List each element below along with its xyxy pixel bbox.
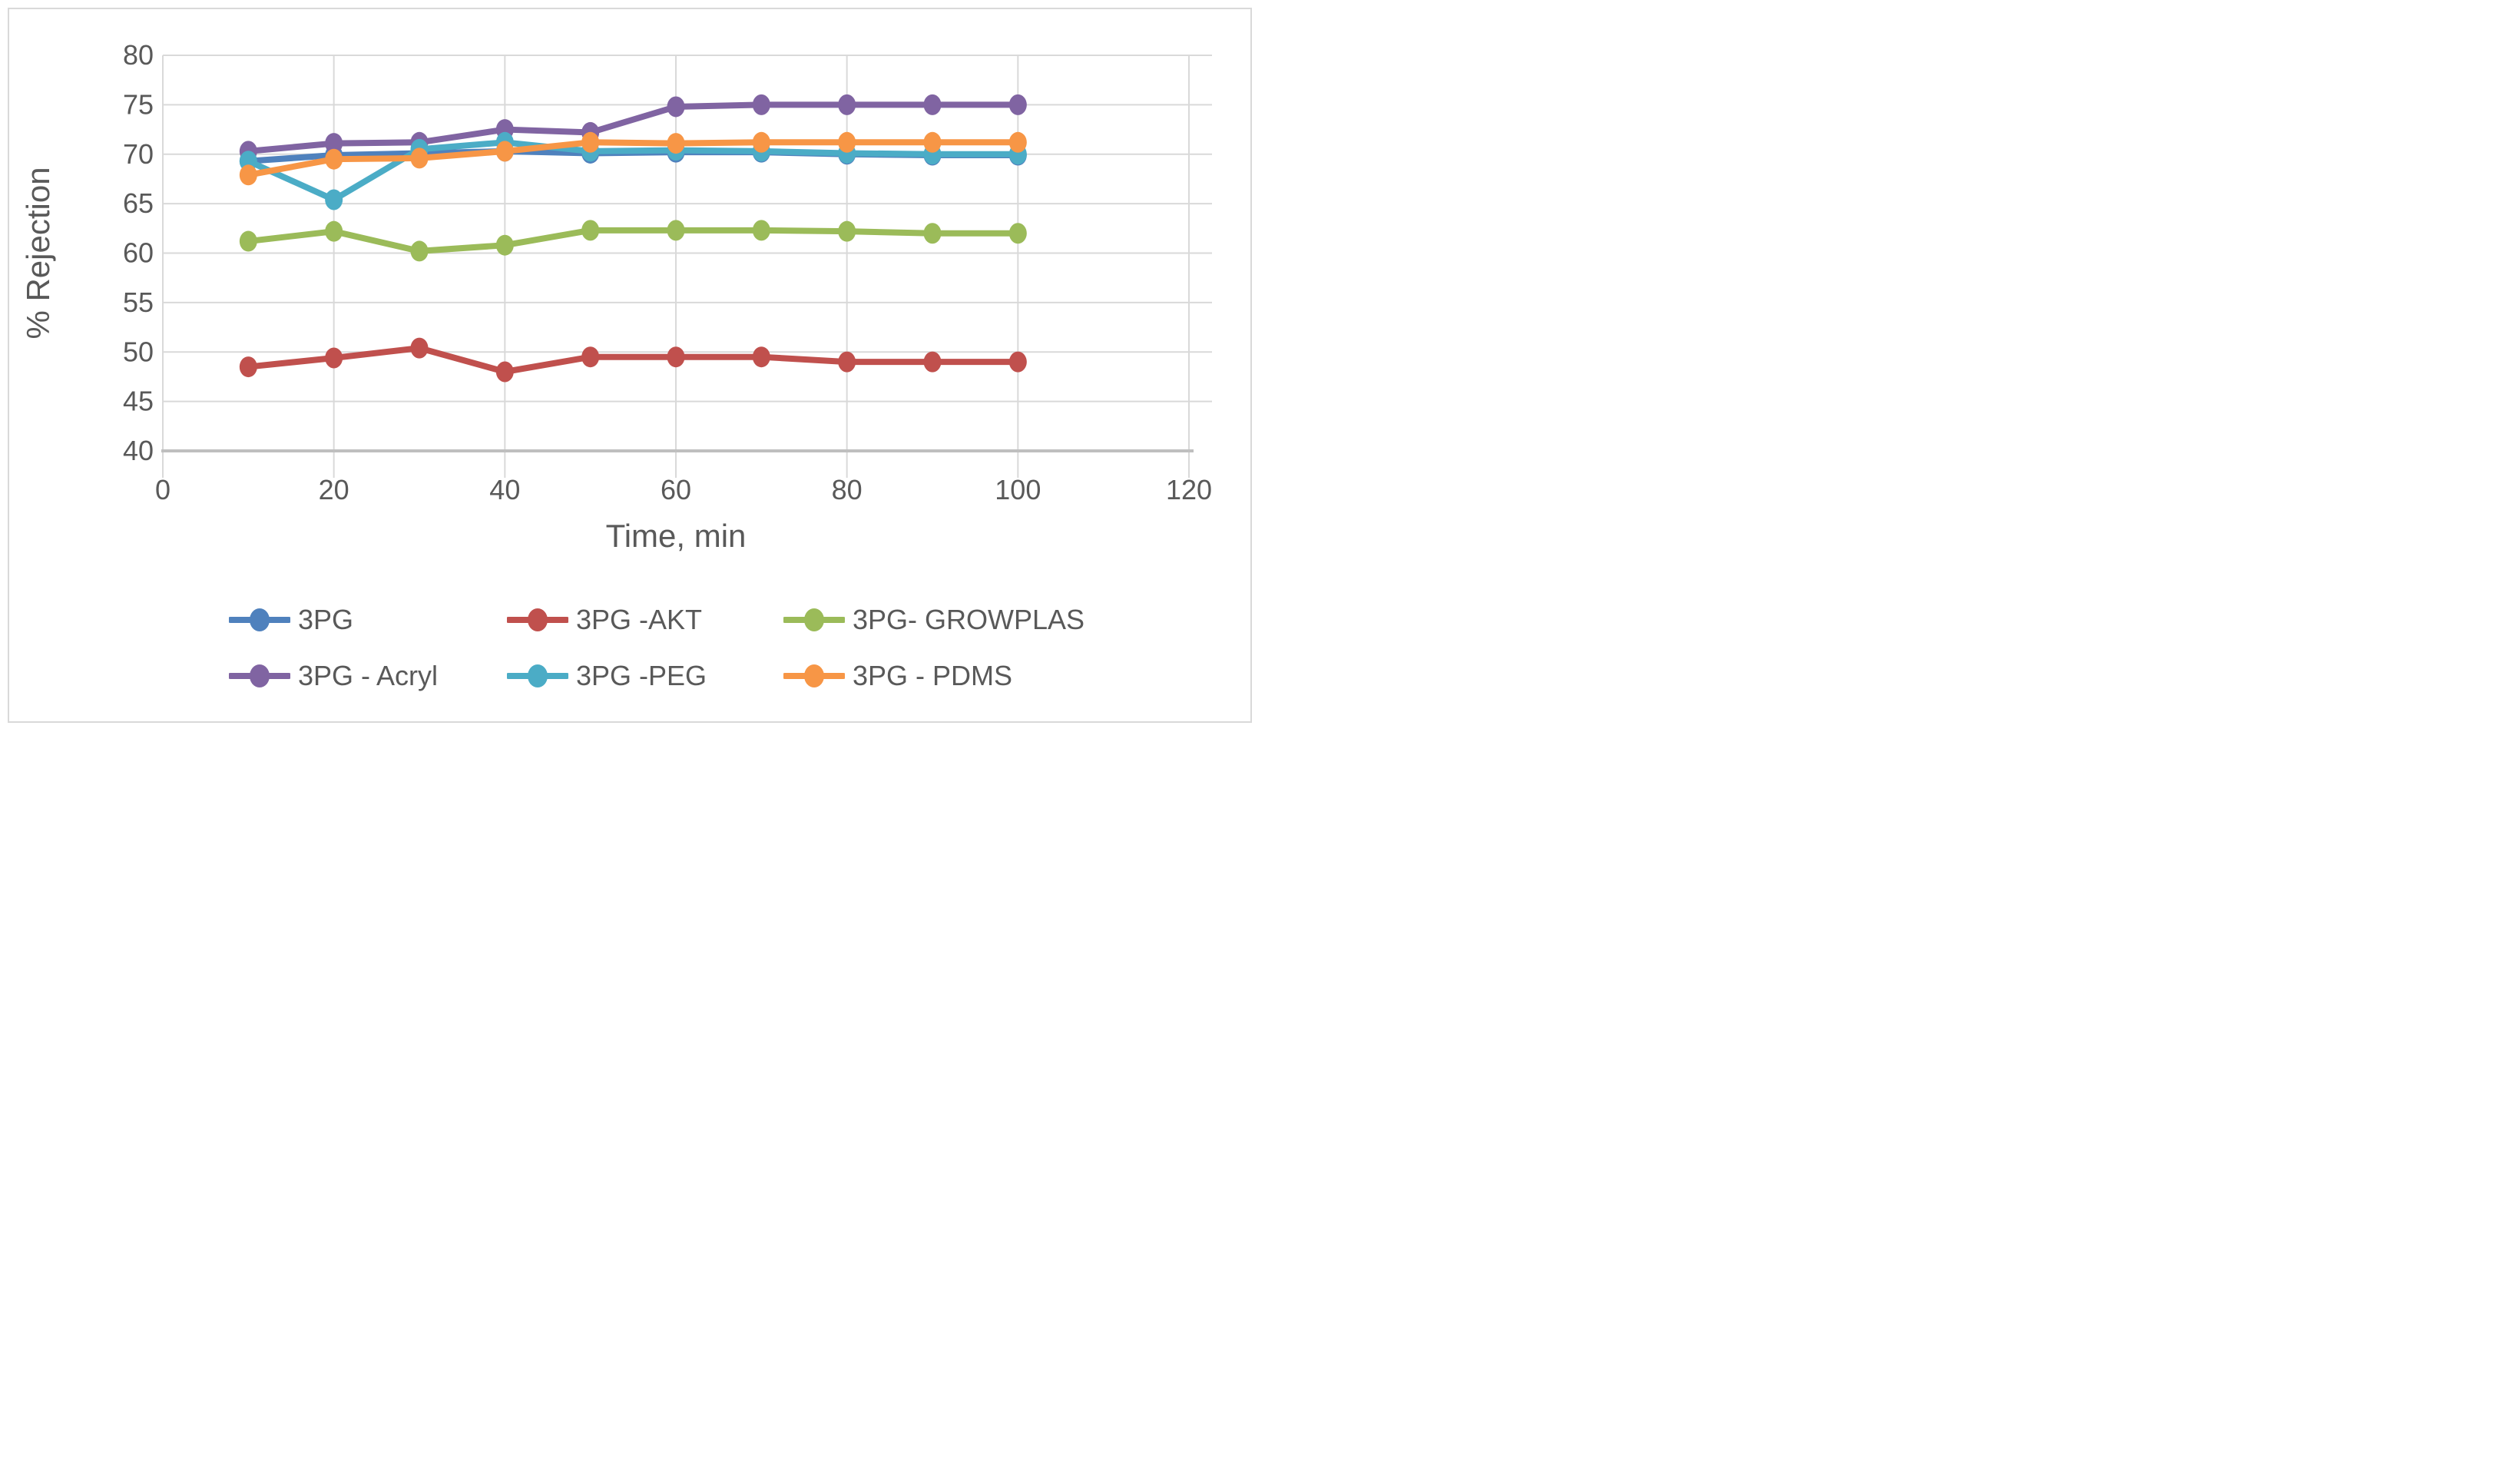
legend-label-3pg-akt: 3PG -AKT — [576, 604, 703, 635]
legend-marker-3pg-acryl — [229, 664, 290, 687]
legend-marker-3pg-growplas — [783, 608, 845, 631]
data-point — [239, 164, 257, 186]
legend-marker-3pg-akt — [507, 608, 568, 631]
legend-row-1: 3PG 3PG -AKT 3PG- GROWPLAS — [9, 605, 1250, 635]
y-tick-label: 40 — [123, 435, 154, 466]
data-point — [667, 133, 685, 154]
data-point — [838, 131, 856, 153]
y-tick-label: 75 — [123, 88, 154, 120]
data-point — [581, 220, 600, 241]
y-tick-label: 55 — [123, 287, 154, 318]
data-point — [752, 346, 770, 368]
data-point — [325, 347, 343, 369]
legend-marker-3pg-pdms — [783, 664, 845, 687]
series-line — [245, 345, 1022, 375]
y-axis-title: % Rejection — [20, 167, 56, 339]
data-point — [325, 148, 343, 170]
legend-label-3pg: 3PG — [298, 604, 354, 635]
plot-area: 40 45 50 55 60 65 70 75 80 0 20 40 60 80 100 120 Time, m… — [20, 39, 1212, 554]
legend-item-3pg-acryl: 3PG - Acryl — [229, 661, 438, 691]
legend-item-3pg-pdms: 3PG - PDMS — [783, 661, 1012, 691]
y-tick-label: 65 — [123, 187, 154, 219]
data-point — [752, 220, 770, 241]
chart: 40 45 50 55 60 65 70 75 80 0 20 40 60 80 100 120 Time, m… — [8, 8, 1252, 723]
data-point — [495, 234, 514, 256]
series-line — [245, 101, 1022, 154]
y-tick-label: 45 — [123, 386, 154, 417]
y-tick-label: 70 — [123, 138, 154, 170]
x-tick-label: 20 — [319, 474, 349, 505]
data-point — [752, 131, 770, 153]
data-point — [325, 220, 343, 242]
x-tick-label: 60 — [661, 474, 691, 505]
x-tick-label: 0 — [155, 474, 171, 505]
x-tick-label: 80 — [832, 474, 863, 505]
data-point — [667, 220, 685, 241]
y-tick-label: 50 — [123, 336, 154, 367]
x-tick-label: 40 — [489, 474, 520, 505]
data-point — [923, 94, 942, 115]
data-point — [325, 189, 343, 210]
legend-item-3pg-growplas: 3PG- GROWPLAS — [783, 605, 1084, 635]
legend-item-3pg-peg: 3PG -PEG — [507, 661, 707, 691]
data-point — [838, 220, 856, 242]
data-point — [1008, 94, 1027, 115]
data-point — [239, 356, 257, 378]
data-point — [1008, 351, 1027, 373]
legend-label-3pg-acryl: 3PG - Acryl — [298, 660, 439, 691]
data-point — [752, 94, 770, 115]
legend-label-3pg-growplas: 3PG- GROWPLAS — [853, 604, 1085, 635]
data-point — [838, 94, 856, 115]
legend-marker-3pg — [229, 608, 290, 631]
y-tick-label: 60 — [123, 237, 154, 269]
legend-item-3pg-akt: 3PG -AKT — [507, 605, 702, 635]
series-line — [245, 139, 1022, 203]
x-axis-title: Time, min — [606, 518, 747, 554]
data-point — [838, 351, 856, 373]
series-line — [245, 139, 1022, 178]
data-point — [410, 240, 429, 262]
data-point — [923, 131, 942, 153]
data-point — [410, 147, 429, 169]
legend-label-3pg-peg: 3PG -PEG — [576, 660, 707, 691]
legend-label-3pg-pdms: 3PG - PDMS — [853, 660, 1013, 691]
data-point — [410, 337, 429, 359]
data-point — [923, 223, 942, 244]
data-point — [495, 141, 514, 162]
legend-item-3pg: 3PG — [229, 605, 353, 635]
data-point — [1008, 223, 1027, 244]
legend-marker-3pg-peg — [507, 664, 568, 687]
data-point — [667, 96, 685, 118]
x-tick-label: 120 — [1166, 474, 1212, 505]
data-point — [239, 230, 257, 252]
data-point — [495, 361, 514, 383]
series-line — [245, 227, 1022, 254]
data-point — [581, 131, 600, 153]
legend-row-2: 3PG - Acryl 3PG -PEG 3PG - PDMS — [9, 661, 1250, 691]
data-point — [1008, 131, 1027, 153]
y-tick-label: 80 — [123, 39, 154, 71]
x-tick-label: 100 — [995, 474, 1041, 505]
data-point — [581, 346, 600, 368]
data-point — [923, 351, 942, 373]
data-point — [325, 133, 343, 154]
data-point — [667, 346, 685, 368]
